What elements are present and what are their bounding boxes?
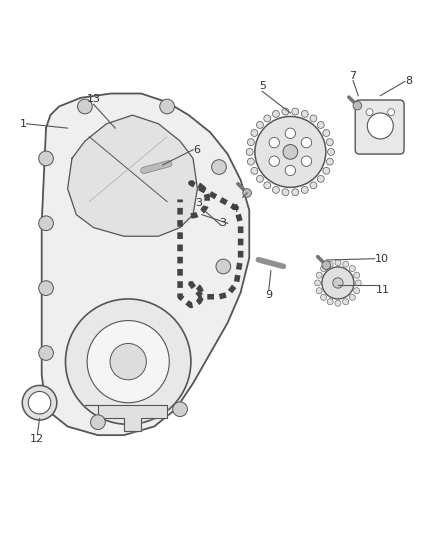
Circle shape [272,187,279,193]
Circle shape [110,343,146,380]
Circle shape [39,281,53,295]
Circle shape [323,167,330,174]
Circle shape [216,259,231,274]
Circle shape [283,144,298,159]
Circle shape [335,260,341,265]
Circle shape [353,272,360,278]
Text: 1: 1 [20,119,27,129]
Circle shape [316,272,322,278]
Circle shape [282,189,289,196]
Circle shape [257,122,263,128]
Circle shape [301,110,308,117]
Circle shape [321,294,327,300]
Circle shape [247,158,254,165]
Circle shape [327,261,333,267]
Text: 3: 3 [219,218,226,228]
Circle shape [269,138,279,148]
Text: 7: 7 [350,70,357,80]
Circle shape [355,280,361,286]
Circle shape [257,175,263,182]
Circle shape [323,130,330,136]
Circle shape [39,345,53,360]
Circle shape [301,187,308,193]
Text: 4: 4 [231,204,238,214]
Text: 9: 9 [265,290,272,300]
Circle shape [22,385,57,420]
Circle shape [322,267,354,299]
Circle shape [349,294,355,300]
Text: 11: 11 [375,285,389,295]
Circle shape [367,113,393,139]
Circle shape [264,115,271,122]
Polygon shape [85,405,167,431]
Text: 13: 13 [87,94,101,104]
Circle shape [173,402,187,417]
Circle shape [321,265,327,272]
Circle shape [292,189,299,196]
Circle shape [327,298,333,305]
Circle shape [349,265,355,272]
Circle shape [326,139,333,146]
Circle shape [285,128,296,139]
Circle shape [326,158,333,165]
Circle shape [243,189,251,197]
Circle shape [310,115,317,122]
Circle shape [333,278,343,288]
Circle shape [251,167,258,174]
Circle shape [366,109,373,116]
Text: 10: 10 [374,254,389,264]
Text: 5: 5 [259,82,266,91]
Circle shape [66,299,191,424]
Circle shape [160,99,174,114]
Circle shape [343,261,349,267]
Polygon shape [42,93,249,435]
Circle shape [247,139,254,146]
Circle shape [269,156,279,166]
Circle shape [272,110,279,117]
Circle shape [292,108,299,115]
Circle shape [78,99,92,114]
Circle shape [343,298,349,305]
Circle shape [39,216,53,231]
Circle shape [335,300,341,306]
Circle shape [317,122,324,128]
Circle shape [251,130,258,136]
Circle shape [301,138,312,148]
Circle shape [87,320,169,403]
Circle shape [39,151,53,166]
Circle shape [314,280,321,286]
Text: 8: 8 [405,76,412,86]
Circle shape [301,156,312,166]
Circle shape [353,288,360,294]
Circle shape [388,109,395,116]
FancyBboxPatch shape [355,100,404,154]
Circle shape [28,391,51,414]
Polygon shape [67,115,198,236]
Circle shape [316,288,322,294]
Circle shape [310,182,317,189]
Circle shape [353,101,362,110]
Circle shape [285,165,296,176]
Circle shape [246,149,253,155]
Circle shape [255,116,326,188]
Text: 12: 12 [30,434,44,445]
Circle shape [328,149,335,155]
Circle shape [91,415,105,430]
Circle shape [212,160,226,174]
Text: 6: 6 [193,145,200,155]
Circle shape [282,108,289,115]
Circle shape [322,261,331,270]
Circle shape [264,182,271,189]
Circle shape [317,175,324,182]
Text: 3: 3 [195,198,202,208]
